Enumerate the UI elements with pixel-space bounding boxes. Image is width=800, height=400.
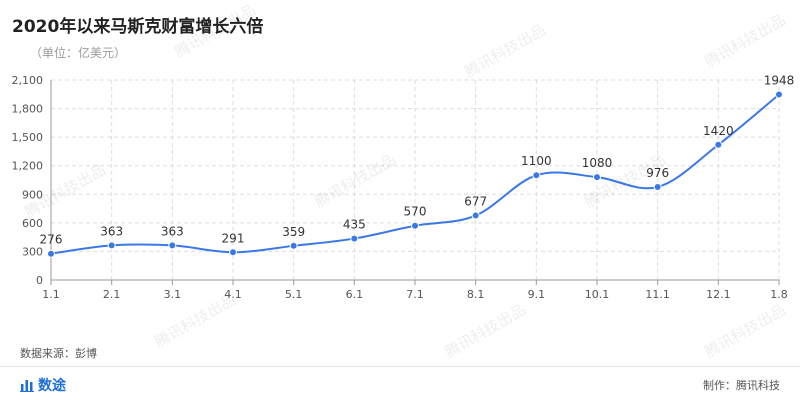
data-point (47, 249, 55, 258)
x-tick-label: 8.1 (467, 288, 485, 301)
data-label: 1948 (764, 73, 795, 87)
y-tick-label: 1,800 (12, 103, 44, 116)
data-point (714, 140, 723, 149)
data-source: 数据来源：彭博 (20, 347, 97, 360)
data-point (229, 248, 237, 257)
data-point (653, 183, 662, 192)
x-tick-label: 11.1 (645, 288, 670, 301)
chart-title: 2020年以来马斯克财富增长六倍 (12, 17, 264, 37)
x-tick-label: 2.1 (103, 288, 121, 301)
maker-credit: 制作：腾讯科技 (703, 379, 780, 392)
y-tick-label: 300 (22, 245, 43, 258)
brand-name: 数途 (38, 378, 66, 394)
data-point (350, 234, 359, 243)
y-tick-label: 900 (22, 188, 43, 201)
data-label: 570 (404, 205, 427, 219)
x-tick-label: 12.1 (706, 288, 731, 301)
data-label: 1100 (521, 154, 552, 168)
unit-label: （单位：亿美元） (30, 46, 127, 60)
data-point (471, 211, 480, 220)
x-tick-label: 9.1 (528, 288, 546, 301)
x-tick-label: 10.1 (585, 288, 610, 301)
y-tick-label: 2,100 (12, 74, 44, 87)
data-label: 976 (646, 166, 669, 180)
x-tick-label: 4.1 (224, 288, 242, 301)
data-point (775, 90, 783, 99)
data-point (532, 171, 541, 180)
data-label: 363 (100, 224, 123, 238)
y-tick-label: 0 (36, 274, 43, 287)
data-point (168, 241, 177, 250)
data-label: 677 (464, 195, 487, 209)
x-tick-label: 6.1 (346, 288, 364, 301)
x-tick-label: 1.1 (42, 288, 60, 301)
footer-divider (0, 366, 800, 367)
data-point (289, 241, 298, 250)
data-label: 276 (40, 233, 63, 247)
y-tick-label: 1,500 (12, 131, 44, 144)
brand-logo: 数途 (20, 375, 66, 395)
data-point (411, 221, 419, 230)
x-tick-label: 3.1 (164, 288, 182, 301)
y-tick-label: 600 (22, 217, 43, 230)
data-label: 1420 (703, 124, 734, 138)
x-tick-label: 7.1 (406, 288, 424, 301)
data-label: 363 (161, 224, 184, 238)
data-label: 1080 (582, 156, 613, 170)
data-point (593, 173, 601, 182)
data-label: 359 (282, 225, 305, 239)
data-point (107, 241, 116, 250)
data-label: 291 (222, 231, 245, 245)
x-tick-label: 1.8 (770, 288, 788, 301)
data-label: 435 (343, 218, 366, 232)
bar-chart-icon (20, 380, 34, 392)
x-tick-label: 5.1 (285, 288, 303, 301)
y-tick-label: 1,200 (12, 160, 44, 173)
